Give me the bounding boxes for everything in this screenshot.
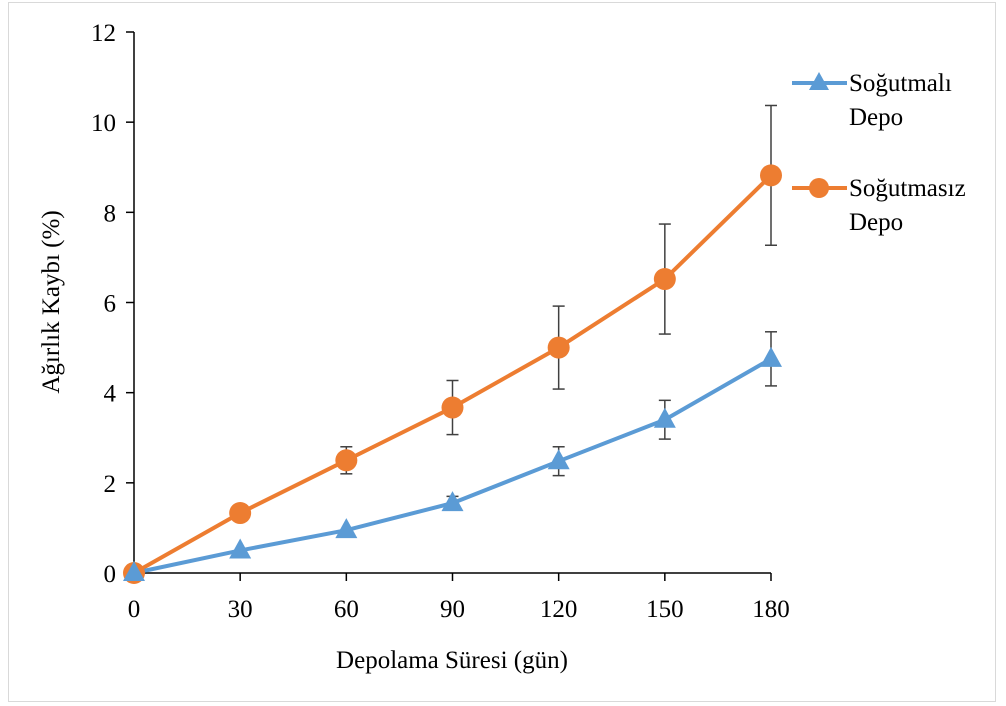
legend-item-sogutmali: Soğutmalı Depo <box>792 70 952 131</box>
data-point-sogutmali <box>653 407 676 428</box>
line-chart: 0 2 4 6 8 10 12 0 30 60 90 120 150 180 Ağırlık Kaybı… <box>38 20 966 674</box>
y-tick-label: 12 <box>91 20 116 47</box>
legend-label-sogutmali-line2: Depo <box>849 104 903 131</box>
x-tick-label: 60 <box>334 596 359 623</box>
data-point-sogutmali <box>335 518 358 539</box>
y-tick-label: 0 <box>104 561 117 588</box>
x-axis-title: Depolama Süresi (gün) <box>336 647 568 674</box>
x-ticks: 0 30 60 90 120 150 180 <box>128 573 790 623</box>
legend-label-sogutmasiz-line1: Soğutmasız <box>849 175 966 202</box>
x-tick-label: 150 <box>646 596 684 623</box>
y-axis-title: Ağırlık Kaybı (%) <box>38 210 65 393</box>
legend-circle-marker <box>809 178 829 198</box>
data-point-sogutmali <box>760 346 782 367</box>
data-point-sogutmasiz <box>229 502 252 525</box>
y-ticks: 0 2 4 6 8 10 12 <box>91 20 134 588</box>
legend-triangle-marker <box>809 72 829 90</box>
x-tick-label: 30 <box>228 596 253 623</box>
data-point-sogutmali <box>547 449 570 470</box>
data-point-sogutmasiz <box>547 336 570 359</box>
y-tick-label: 6 <box>104 291 117 318</box>
y-tick-label: 2 <box>104 471 117 498</box>
data-point-sogutmali <box>441 491 464 512</box>
data-point-sogutmasiz <box>653 268 676 291</box>
legend-label-sogutmasiz-line2: Depo <box>849 209 903 236</box>
data-point-sogutmali <box>123 561 145 581</box>
data-point-sogutmasiz <box>441 396 464 419</box>
y-tick-label: 4 <box>104 381 117 408</box>
y-tick-label: 10 <box>91 110 116 137</box>
legend-label-sogutmali-line1: Soğutmalı <box>849 70 952 97</box>
data-point-sogutmali <box>229 538 252 559</box>
x-tick-label: 180 <box>752 596 790 623</box>
y-tick-label: 8 <box>104 200 117 227</box>
x-tick-label: 120 <box>540 596 578 623</box>
x-tick-label: 0 <box>128 596 141 623</box>
chart-frame: 0 2 4 6 8 10 12 0 30 60 90 120 150 180 Ağırlık Kaybı… <box>8 2 996 702</box>
data-point-sogutmasiz <box>760 164 782 187</box>
legend-item-sogutmasiz: Soğutmasız Depo <box>792 175 966 236</box>
data-point-sogutmasiz <box>335 449 358 472</box>
series-markers <box>123 164 782 584</box>
legend: Soğutmalı Depo Soğutmasız Depo <box>792 70 966 236</box>
x-tick-label: 90 <box>440 596 465 623</box>
